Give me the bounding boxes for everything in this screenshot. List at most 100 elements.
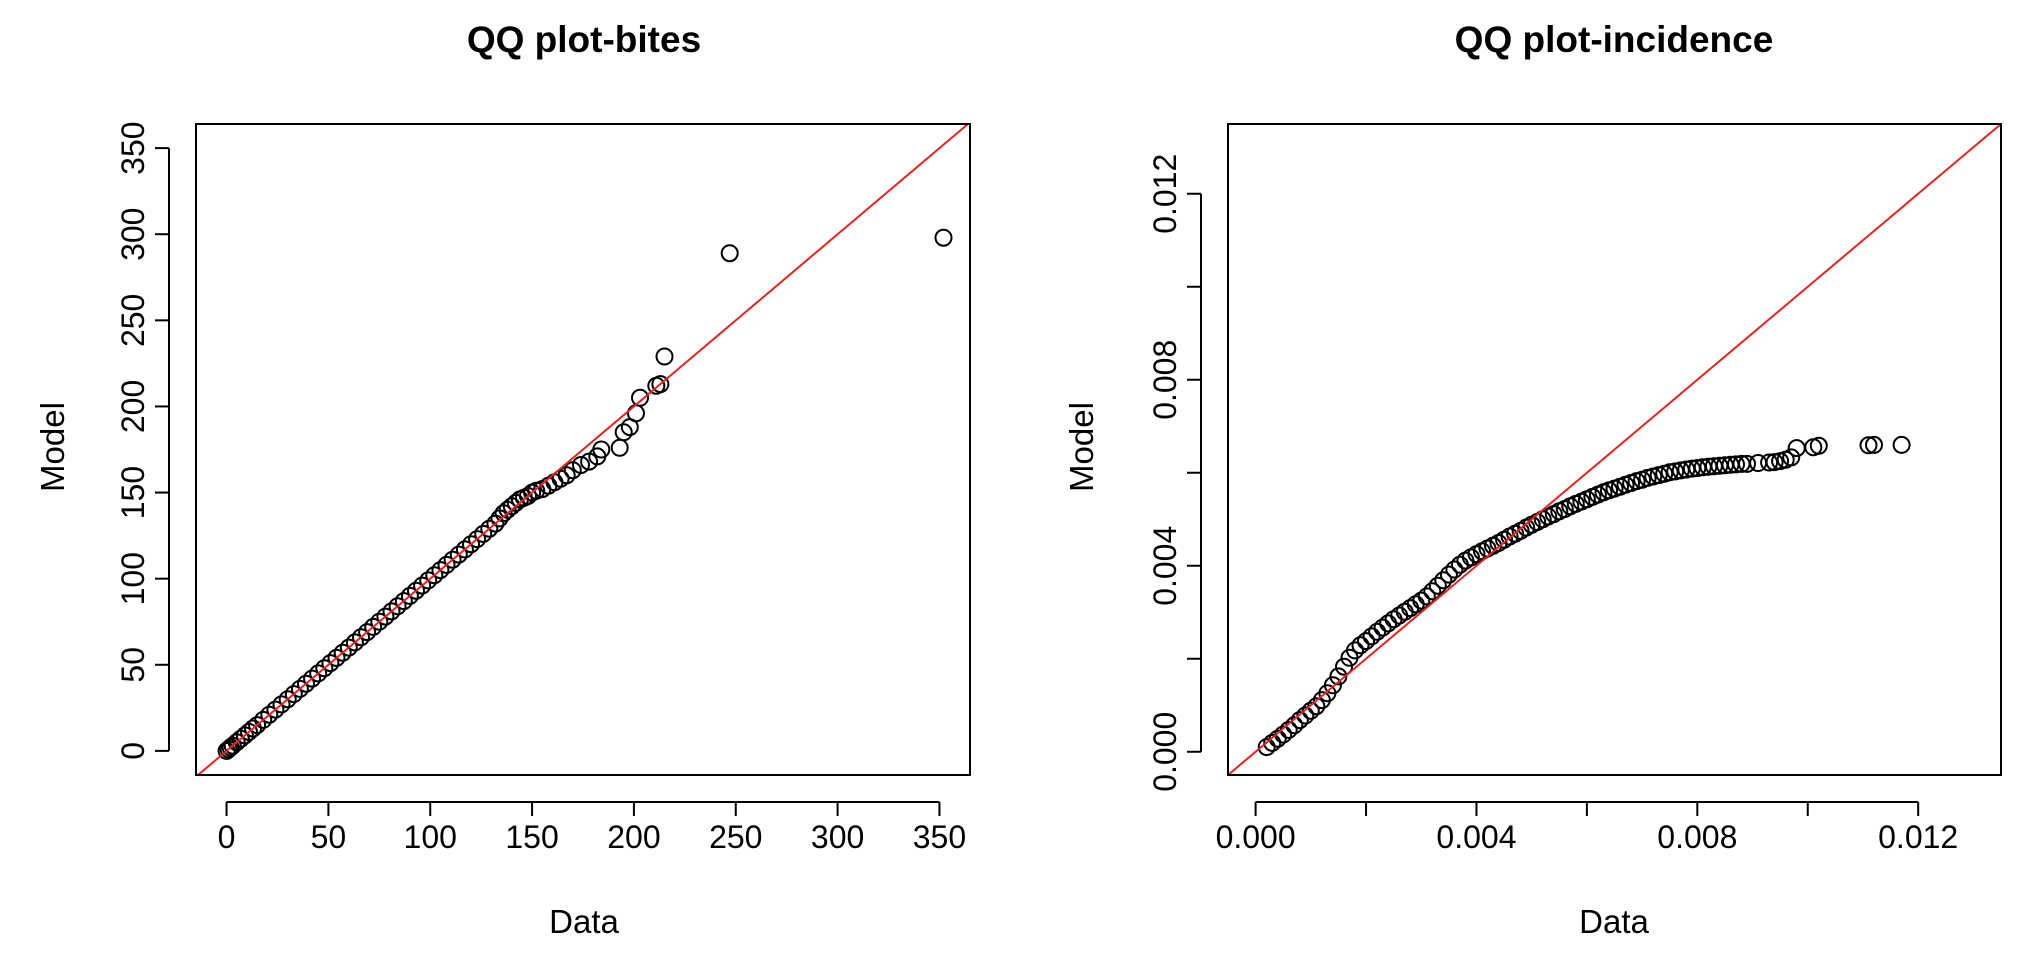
data-point [1384,610,1403,629]
data-point [425,566,444,585]
data-point [627,404,645,423]
x-axis-label: Data [549,903,619,940]
data-point [1417,587,1436,606]
data-point [1782,448,1801,467]
data-point [651,375,670,394]
y-tick-label: 350 [115,121,151,174]
y-tick-label: 300 [115,208,151,261]
data-point [407,581,425,600]
data-point [631,388,649,407]
x-tick-label: 0.012 [1878,819,1958,855]
data-point [1738,454,1756,473]
data-point [431,561,450,580]
x-tick-label: 150 [505,819,558,855]
data-point [1434,571,1453,590]
data-point [1373,618,1392,637]
data-point [394,592,413,611]
plot-area [1228,124,2001,775]
y-tick-label: 0.000 [1147,712,1183,792]
x-tick-label: 350 [913,819,966,855]
y-axis-label: Model [34,402,71,492]
data-point [1809,436,1828,455]
data-point [437,555,456,574]
data-point [333,643,352,662]
y-tick-label: 50 [115,647,151,683]
y-axis: 0 50 100 150 200 250 300 350 [115,121,170,760]
x-axis: 0 50 100 150 200 250 300 350 [218,801,966,855]
data-point [1727,455,1745,474]
data-point [352,628,370,647]
data-point [1323,676,1342,695]
data-point [1357,632,1375,651]
data-point [462,535,480,554]
data-point [400,586,419,605]
data-point [1406,595,1425,614]
data-point [1346,641,1364,660]
data-point [284,685,303,704]
x-tick-label: 0.000 [1216,819,1296,855]
data-point [364,617,383,636]
data-point [557,466,576,485]
data-point [315,659,334,678]
data-point [468,530,487,549]
x-tick-label: 100 [404,819,457,855]
data-point [655,347,674,366]
data-point [1892,435,1911,454]
chart-title: QQ plot-bites [467,19,701,60]
qq-plot-bites-panel: QQ plot-bites Data Model 0 50 100 150 200 250… [34,19,971,940]
data-point [592,440,611,459]
data-point [1859,436,1878,455]
plot-frame [1227,123,2002,776]
data-point [327,648,346,667]
data-point [413,576,432,595]
x-tick-label: 0.008 [1657,819,1737,855]
data-point [272,695,291,714]
reference-line [196,124,970,775]
data-point [1379,614,1398,633]
y-tick-label: 250 [115,294,151,347]
data-point [614,423,633,442]
data-point [1445,560,1464,579]
data-point [254,710,273,729]
data-point [370,612,389,631]
data-point [297,674,315,693]
data-point [455,540,474,559]
data-point [1760,453,1779,472]
data-point [278,690,297,709]
y-tick-label: 0 [115,742,151,760]
x-tick-label: 300 [811,819,864,855]
data-point [474,524,493,543]
reference-line [1228,124,2001,775]
data-point [248,716,267,735]
data-point [1439,565,1458,584]
data-point [309,664,328,683]
data-point [260,705,279,724]
x-axis: 0.000 0.004 0.008 0.012 [1216,801,1958,855]
data-point [443,550,462,569]
data-point [934,228,953,247]
y-tick-label: 0.004 [1147,526,1183,606]
x-tick-label: 50 [311,819,347,855]
data-point [720,244,739,263]
data-point [290,679,309,698]
x-tick-label: 0 [218,819,236,855]
data-point [321,654,340,673]
data-point [1395,602,1414,621]
x-tick-label: 250 [709,819,762,855]
data-point [266,700,285,719]
data-point [1412,591,1431,610]
y-tick-label: 0.012 [1147,154,1183,234]
y-tick-label: 200 [115,380,151,433]
data-point [388,597,407,616]
data-point [1865,435,1883,454]
data-point [1401,599,1420,618]
x-axis-label: Data [1579,903,1649,940]
y-axis: 0.000 0.004 0.008 0.012 [1147,154,1202,792]
x-tick-label: 0.004 [1436,819,1516,855]
data-point [1423,582,1442,601]
data-point [1335,657,1353,676]
data-point [358,623,377,642]
data-point [1362,627,1381,646]
data-point [303,669,322,688]
